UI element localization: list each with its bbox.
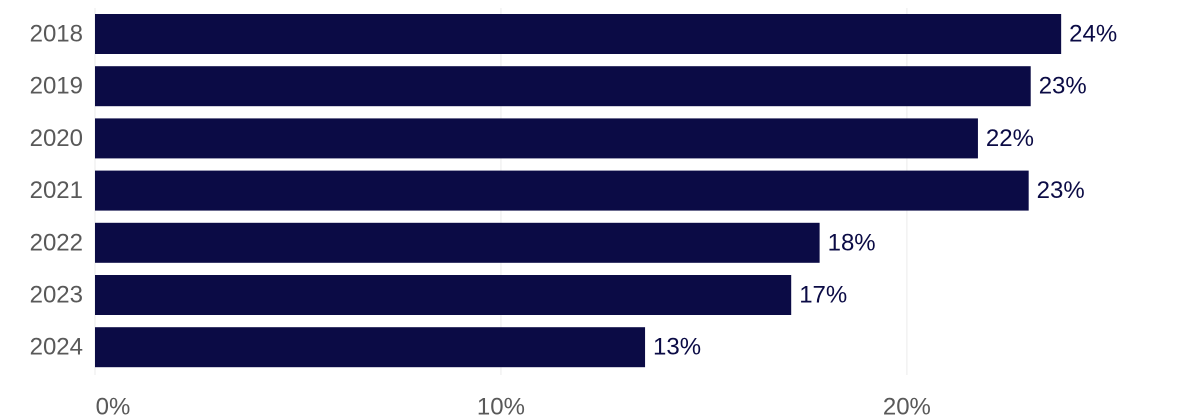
x-tick-label-0pct: 0% [96,394,131,420]
value-label-2022: 18% [828,229,876,256]
y-tick-label-2019: 2019 [30,73,83,100]
bar-2023 [95,275,792,315]
bar-2021 [95,170,1029,211]
value-label-2020: 22% [986,125,1034,152]
value-label-2018: 24% [1069,21,1117,48]
bar-2024 [95,327,646,368]
y-tick-label-2023: 2023 [30,282,83,309]
x-tick-label-10pct: 10% [477,394,525,420]
bars [95,14,1062,368]
x-tick-label-20pct: 20% [883,394,931,420]
value-label-2019: 23% [1039,73,1087,100]
value-labels: 24% 23%22%23% 18% 17% 13% [653,21,1117,361]
bar-2019 [95,66,1031,107]
y-tick-label-2018: 2018 [30,21,83,48]
value-label-2024: 13% [653,334,701,361]
y-tick-label-2020: 2020 [30,125,83,152]
x-axis-labels: 0% 10% 20% [96,394,931,420]
bar-2020 [95,118,978,159]
value-label-2023: 17% [799,282,847,309]
y-tick-label-2024: 2024 [30,334,83,361]
value-label-2021: 23% [1037,177,1085,204]
bar-2022 [95,222,820,263]
y-tick-label-2021: 2021 [30,177,83,204]
y-axis-labels: 2018 2019 2020 2021 2022 2023 2024 [30,21,83,361]
y-tick-label-2022: 2022 [30,229,83,256]
bar-2018 [95,14,1062,54]
